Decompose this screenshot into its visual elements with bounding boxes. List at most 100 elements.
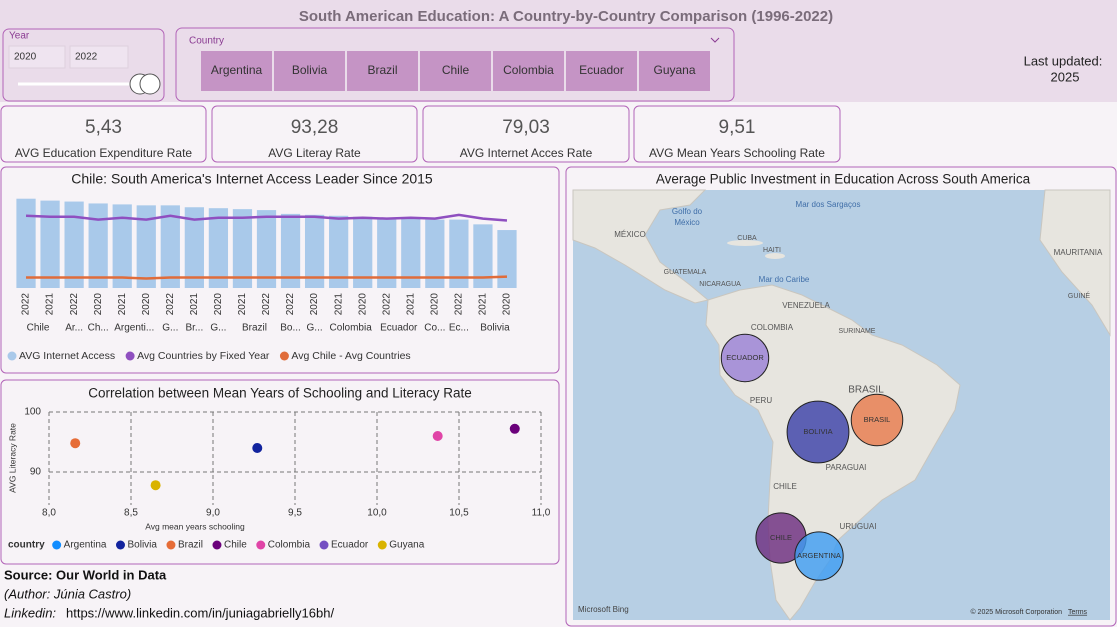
chart-title: Average Public Investment in Education A… bbox=[656, 172, 1031, 187]
map-label: HAITI bbox=[763, 247, 781, 254]
legend-marker bbox=[279, 351, 289, 361]
map-label: SURINAME bbox=[839, 328, 876, 335]
map-label: BRASIL bbox=[864, 415, 891, 424]
x-tick-label: 9,0 bbox=[206, 508, 220, 519]
x-tick-label: 2021 bbox=[333, 293, 344, 316]
map-label: CHILE bbox=[770, 533, 792, 542]
slider-knob[interactable] bbox=[139, 73, 161, 95]
country-chip[interactable] bbox=[566, 51, 637, 91]
source: Source: Our World in Data bbox=[4, 567, 167, 582]
x-group-label: Co... bbox=[424, 323, 445, 334]
kpi-label: AVG Education Expenditure Rate bbox=[15, 146, 193, 160]
map-label: CHILE bbox=[773, 482, 797, 491]
bar bbox=[256, 210, 277, 288]
kpi-card bbox=[0, 105, 207, 163]
legend-marker bbox=[166, 540, 176, 550]
bar bbox=[329, 215, 349, 288]
legend-label: Bolivia bbox=[127, 540, 157, 551]
x-group-label: Argenti... bbox=[114, 323, 154, 334]
map-label: GUATEMALA bbox=[664, 269, 707, 276]
legend-label: Brazil bbox=[178, 540, 203, 551]
line-series bbox=[25, 213, 508, 222]
map-label: PERU bbox=[750, 396, 772, 405]
map-label: CUBA bbox=[737, 235, 757, 242]
x-tick-label: 11,0 bbox=[532, 508, 551, 519]
country-chip[interactable] bbox=[274, 51, 345, 91]
legend-label: AVG Internet Access bbox=[19, 350, 115, 362]
bar bbox=[377, 217, 397, 288]
x-tick-label: 2021 bbox=[117, 293, 128, 316]
x-tick-label: 9,5 bbox=[288, 508, 302, 519]
dropdown-chevron[interactable] bbox=[710, 37, 720, 43]
last-updated-label: Last updated: bbox=[1024, 53, 1103, 68]
map-label: GUINÉ bbox=[1068, 291, 1091, 300]
x-tick-label: 2022 bbox=[261, 293, 272, 316]
bar bbox=[184, 207, 204, 288]
x-group-label: Brazil bbox=[242, 323, 267, 334]
line-series bbox=[26, 275, 508, 280]
map-label: PARAGUAI bbox=[826, 463, 867, 472]
x-group-label: G... bbox=[210, 323, 226, 334]
bar bbox=[160, 205, 180, 288]
author: (Author: Júnia Castro) bbox=[4, 586, 131, 601]
country-chip[interactable] bbox=[347, 51, 418, 91]
x-tick-label: 2021 bbox=[45, 293, 56, 316]
legend-marker bbox=[212, 540, 222, 550]
country-chip-label: Ecuador bbox=[579, 63, 624, 77]
legend-label: Chile bbox=[224, 540, 247, 551]
country-slicer-label: Country bbox=[189, 36, 224, 47]
bar bbox=[449, 219, 469, 288]
x-tick-label: 2020 bbox=[309, 293, 320, 316]
bubble bbox=[720, 333, 770, 383]
legend-label: Argentina bbox=[64, 540, 107, 551]
x-tick-label: 2022 bbox=[69, 293, 80, 316]
x-group-label: Br... bbox=[185, 323, 203, 334]
country-chip-label: Argentina bbox=[211, 63, 263, 77]
legend-marker bbox=[7, 351, 17, 361]
country-chip-label: Guyana bbox=[653, 63, 695, 77]
x-tick-label: 10,0 bbox=[367, 508, 387, 519]
kpi-card bbox=[211, 105, 418, 163]
country-chip-label: Brazil bbox=[367, 63, 397, 77]
country-chip[interactable] bbox=[201, 51, 272, 91]
bubble bbox=[850, 393, 904, 447]
map-label: BRASIL bbox=[848, 385, 884, 396]
legend-label: Avg Countries by Fixed Year bbox=[137, 350, 270, 362]
year-to-box[interactable] bbox=[69, 45, 129, 69]
map-label: Mar dos Sargaços bbox=[796, 200, 861, 209]
kpi-value: 5,43 bbox=[85, 117, 122, 138]
x-tick-label: 2022 bbox=[381, 293, 392, 316]
year-slicer-label: Year bbox=[9, 31, 30, 42]
country-chip[interactable] bbox=[493, 51, 564, 91]
country-chip[interactable] bbox=[639, 51, 710, 91]
x-group-label: Bo... bbox=[280, 323, 301, 334]
legend-marker bbox=[52, 540, 62, 550]
bar bbox=[232, 209, 253, 288]
y-tick-label: 100 bbox=[24, 407, 41, 418]
legend-marker bbox=[115, 540, 125, 550]
map-label: NICARAGUA bbox=[699, 281, 741, 288]
page-title: South American Education: A Country-by-C… bbox=[299, 8, 833, 25]
linkedin-url[interactable]: https://www.linkedin.com/in/juniagabriel… bbox=[66, 605, 334, 620]
country-chip[interactable] bbox=[420, 51, 491, 91]
kpi-value: 79,03 bbox=[502, 117, 550, 138]
y-axis-title: AVG Literacy Rate bbox=[7, 423, 17, 493]
country-chips: Argentina Bolivia Brazil Chile Colombia Ecuad… bbox=[201, 51, 710, 91]
bar bbox=[280, 213, 301, 288]
year-to: 2022 bbox=[75, 52, 98, 63]
kpi-value: 9,51 bbox=[719, 117, 756, 138]
map-terms[interactable]: Terms bbox=[1068, 609, 1088, 616]
bar bbox=[112, 204, 132, 288]
point bbox=[252, 443, 263, 453]
kpi-card bbox=[633, 105, 841, 163]
bar bbox=[136, 205, 156, 288]
x-tick-label: 2020 bbox=[141, 293, 152, 316]
linkedin-label: Linkedin: bbox=[4, 605, 56, 620]
island bbox=[765, 253, 785, 259]
kpi-row: 5,43 AVG Education Expenditure Rate 93,28 A… bbox=[0, 105, 841, 163]
map-label: MÉXICO bbox=[614, 230, 646, 239]
x-group-label: Bolivia bbox=[480, 323, 510, 334]
x-group-label: Chile bbox=[27, 323, 50, 334]
year-from-box[interactable] bbox=[8, 45, 66, 69]
x-tick-label: 10,5 bbox=[449, 508, 469, 519]
